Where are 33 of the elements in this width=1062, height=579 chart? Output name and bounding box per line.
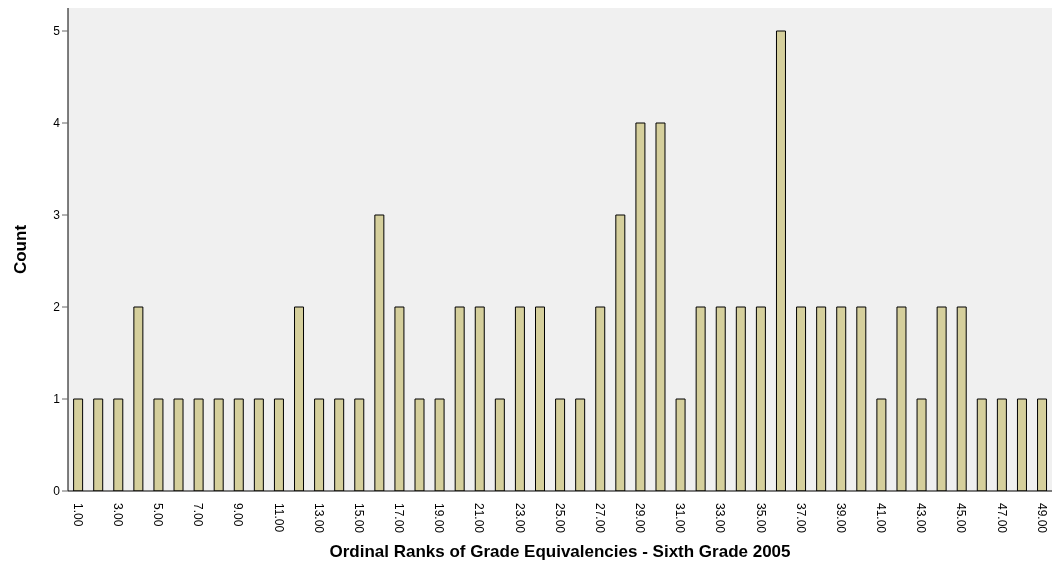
x-tick-label: 45.00 xyxy=(954,503,969,534)
y-tick-label: 1 xyxy=(53,392,61,407)
x-tick-label: 43.00 xyxy=(914,503,929,534)
x-tick-label: 41.00 xyxy=(874,503,889,534)
y-tick-label: 2 xyxy=(53,300,61,315)
x-tick-label: 5.00 xyxy=(151,503,166,527)
x-tick-label: 15.00 xyxy=(351,503,366,534)
x-tick-label: 13.00 xyxy=(311,503,326,534)
x-axis-title: Ordinal Ranks of Grade Equivalencies - Sixth Grade 2005 xyxy=(329,542,791,561)
x-tick-label: 37.00 xyxy=(793,503,808,534)
y-tick-label: 5 xyxy=(53,24,61,39)
x-tick-label: 33.00 xyxy=(713,503,728,534)
x-tick-label: 27.00 xyxy=(592,503,607,534)
x-tick-label: 17.00 xyxy=(392,503,407,534)
x-tick-label: 3.00 xyxy=(111,503,125,527)
x-tick-label: 11.00 xyxy=(271,503,286,533)
y-tick-label: 4 xyxy=(53,116,61,131)
x-tick-label: 7.00 xyxy=(191,503,206,527)
x-tick-label: 23.00 xyxy=(512,503,527,534)
x-tick-label: 21.00 xyxy=(472,503,487,534)
x-tick-label: 1.00 xyxy=(70,503,85,527)
x-tick-label: 29.00 xyxy=(633,503,648,534)
x-tick-label: 39.00 xyxy=(833,503,848,534)
y-axis-title: Count xyxy=(11,224,31,275)
x-tick-label: 19.00 xyxy=(432,503,447,534)
y-tick-label: 0 xyxy=(53,484,61,499)
x-tick-label: 31.00 xyxy=(673,503,688,534)
x-tick-label: 47.00 xyxy=(994,503,1009,534)
x-tick-label: 25.00 xyxy=(552,503,567,534)
x-tick-label: 49.00 xyxy=(1034,503,1049,534)
y-tick-label: 3 xyxy=(53,208,61,223)
x-tick-label: 9.00 xyxy=(231,503,246,527)
x-tick-label: 35.00 xyxy=(753,503,768,534)
